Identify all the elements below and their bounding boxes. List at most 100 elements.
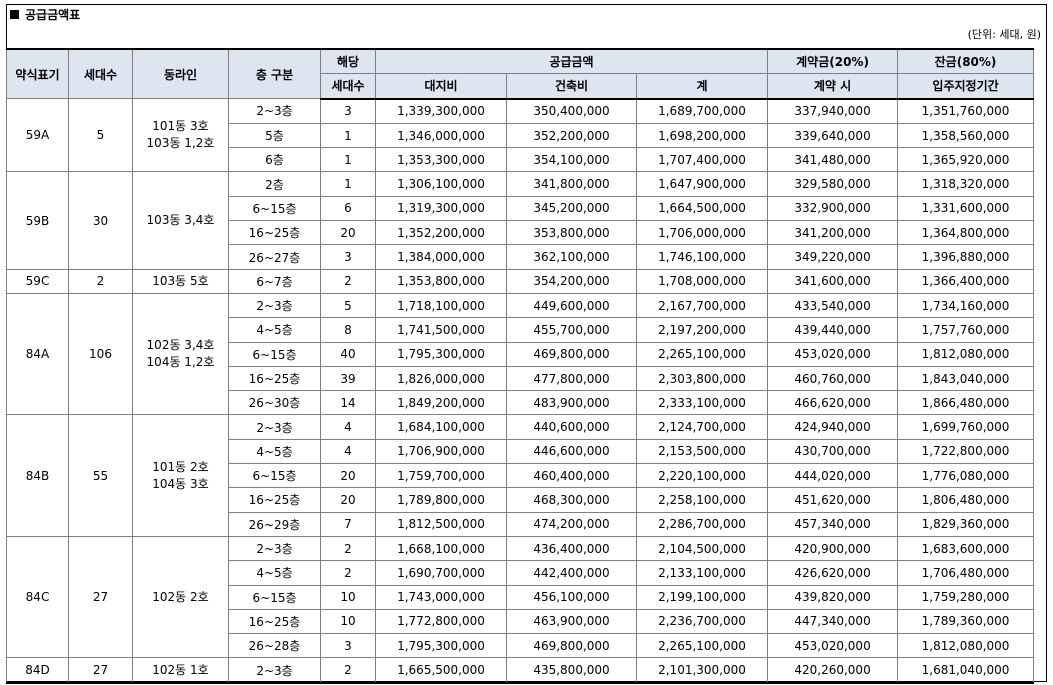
cell-deposit: 439,440,000 xyxy=(767,317,899,343)
cell-total: 2,197,200,000 xyxy=(635,317,769,343)
cell-building: 456,100,000 xyxy=(506,584,637,610)
header-balance-bottom: 입주지정기간 xyxy=(897,73,1035,100)
cell-building: 345,200,000 xyxy=(506,195,637,222)
cell-balance: 1,812,080,000 xyxy=(897,341,1035,367)
cell-balance: 1,699,760,000 xyxy=(897,414,1035,440)
table-body: 59A 5 101동 3호 103동 1,2호 2~3층 3 1,339,300,000 35… xyxy=(6,98,1035,684)
cell-deposit: 426,620,000 xyxy=(767,560,899,586)
dong-line-text: 101동 3호 xyxy=(152,119,209,134)
cell-floor: 16~25층 xyxy=(228,365,321,392)
cell-floor: 2~3층 xyxy=(228,657,321,684)
cell-deposit: 466,620,000 xyxy=(767,390,899,416)
header-building: 건축비 xyxy=(506,73,637,100)
cell-land: 1,353,800,000 xyxy=(375,268,507,294)
header-type: 약식표기 xyxy=(6,48,69,100)
table-row: 4~5층 2 1,690,700,000 442,400,000 2,133,100,0… xyxy=(7,560,1035,586)
cell-building: 442,400,000 xyxy=(506,560,637,586)
cell-floor: 6~15층 xyxy=(228,584,321,610)
cell-total: 2,124,700,000 xyxy=(635,414,769,440)
cell-count: 10 xyxy=(320,584,376,610)
square-bullet-icon xyxy=(10,10,19,19)
cell-balance: 1,681,040,000 xyxy=(897,657,1035,684)
cell-households: 30 xyxy=(68,171,133,270)
supply-price-table: 약식표기 세대수 동라인 층 구분 해당 공급금액 계약금(20%) 잔금(80… xyxy=(6,48,1035,684)
cell-land: 1,346,000,000 xyxy=(375,122,507,149)
cell-building: 460,400,000 xyxy=(506,463,637,489)
cell-building: 477,800,000 xyxy=(506,365,637,392)
cell-deposit: 329,580,000 xyxy=(767,171,899,197)
cell-count: 1 xyxy=(320,122,376,149)
cell-floor: 2~3층 xyxy=(228,414,321,440)
cell-land: 1,352,200,000 xyxy=(375,220,507,246)
cell-count: 10 xyxy=(320,608,376,635)
table-row: 59B 30 103동 3,4호 2층 1 1,306,100,000 341,800,00… xyxy=(6,171,1035,270)
cell-total: 2,333,100,000 xyxy=(635,390,769,416)
cell-type: 59A xyxy=(6,98,69,173)
cell-total: 1,746,100,000 xyxy=(635,244,769,270)
cell-count: 40 xyxy=(320,341,376,367)
table-row: 16~25층 20 1,352,200,000 353,800,000 1,706,00… xyxy=(7,220,1035,246)
cell-balance: 1,734,160,000 xyxy=(897,292,1035,319)
cell-total: 1,706,000,000 xyxy=(635,220,769,246)
cell-land: 1,668,100,000 xyxy=(375,535,507,562)
cell-type: 59B xyxy=(6,171,69,270)
cell-building: 350,400,000 xyxy=(506,98,637,124)
cell-deposit: 453,020,000 xyxy=(767,341,899,367)
cell-type: 59C xyxy=(6,268,69,294)
cell-building: 449,600,000 xyxy=(506,292,637,319)
cell-count: 1 xyxy=(320,147,376,173)
cell-dong-line: 101동 2호 104동 3호 xyxy=(132,414,229,537)
cell-land: 1,690,700,000 xyxy=(375,560,507,586)
cell-deposit: 420,900,000 xyxy=(767,535,899,562)
cell-building: 341,800,000 xyxy=(506,171,637,197)
cell-count: 2 xyxy=(320,560,376,586)
cell-floor: 4~5층 xyxy=(228,438,321,465)
cell-count: 2 xyxy=(320,657,376,684)
cell-floor: 2~3층 xyxy=(228,292,321,319)
cell-count: 2 xyxy=(320,535,376,562)
cell-total: 2,167,700,000 xyxy=(635,292,769,319)
cell-land: 1,306,100,000 xyxy=(375,171,507,197)
header-total: 계 xyxy=(635,73,769,100)
cell-floor: 6~15층 xyxy=(228,341,321,367)
table-row: 6~15층 20 1,759,700,000 460,400,000 2,220,100… xyxy=(7,463,1035,489)
cell-floor: 6~15층 xyxy=(228,195,321,222)
cell-balance: 1,331,600,000 xyxy=(897,195,1035,222)
cell-total: 1,698,200,000 xyxy=(635,122,769,149)
cell-total: 2,236,700,000 xyxy=(635,608,769,635)
cell-balance: 1,776,080,000 xyxy=(897,463,1035,489)
cell-total: 2,303,800,000 xyxy=(635,365,769,392)
table-row: 6~15층 10 1,743,000,000 456,100,000 2,199,100… xyxy=(7,584,1035,610)
dong-line-text: 103동 5호 xyxy=(152,273,209,288)
cell-households: 106 xyxy=(68,292,133,416)
cell-balance: 1,358,560,000 xyxy=(897,122,1035,149)
cell-balance: 1,706,480,000 xyxy=(897,560,1035,586)
cell-floor: 2층 xyxy=(228,171,321,197)
cell-count: 20 xyxy=(320,220,376,246)
cell-balance: 1,364,800,000 xyxy=(897,220,1035,246)
cell-count: 20 xyxy=(320,487,376,513)
cell-count: 2 xyxy=(320,268,376,294)
cell-households: 2 xyxy=(68,268,133,294)
cell-floor: 2~3층 xyxy=(228,535,321,562)
cell-balance: 1,683,600,000 xyxy=(897,535,1035,562)
cell-floor: 26~28층 xyxy=(228,633,321,659)
cell-land: 1,789,800,000 xyxy=(375,487,507,513)
cell-deposit: 424,940,000 xyxy=(767,414,899,440)
cell-dong-line: 103동 3,4호 xyxy=(132,171,229,270)
cell-total: 2,258,100,000 xyxy=(635,487,769,513)
cell-type: 84C xyxy=(6,535,69,659)
header-households: 세대수 xyxy=(68,48,133,100)
cell-building: 455,700,000 xyxy=(506,317,637,343)
cell-building: 474,200,000 xyxy=(506,511,637,537)
cell-floor: 6층 xyxy=(228,147,321,173)
header-dong-line: 동라인 xyxy=(132,48,229,100)
header-balance-top: 잔금(80%) xyxy=(897,48,1035,75)
header-applicable-top: 해당 xyxy=(320,48,376,75)
cell-count: 3 xyxy=(320,633,376,659)
cell-deposit: 332,900,000 xyxy=(767,195,899,222)
cell-count: 5 xyxy=(320,292,376,319)
cell-count: 3 xyxy=(320,98,376,124)
cell-total: 2,286,700,000 xyxy=(635,511,769,537)
dong-line-text: 102동 1호 xyxy=(152,662,209,677)
